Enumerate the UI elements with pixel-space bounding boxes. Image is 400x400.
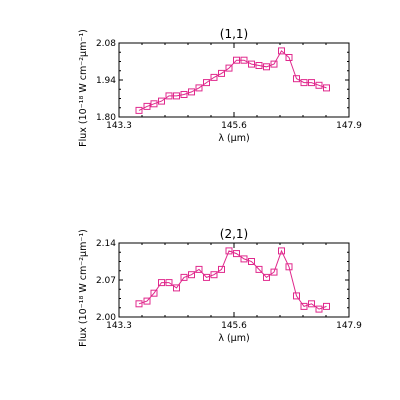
- panel-1-data-point-0: [135, 106, 143, 114]
- panel-1-data-point-16: [255, 62, 263, 69]
- panel-2-data-point-7: [188, 271, 195, 279]
- panel-2-data-point-4: [165, 279, 173, 287]
- panel-1-x-tick-label-0: 143.3: [106, 121, 132, 131]
- panel-1-data-point-25: [323, 84, 330, 92]
- panel-1-data-point-17: [263, 63, 270, 71]
- panel-1-data-point-20: [285, 54, 293, 61]
- panel-1-data-point-2: [150, 100, 158, 108]
- panel-2-x-tick-label-2: 147.9: [336, 321, 362, 331]
- panel-1-data-point-14: [240, 56, 248, 64]
- panel-1-data-point-22: [300, 79, 308, 87]
- panel-1-data-point-13: [233, 56, 240, 64]
- panel-2-title: (2,1): [220, 227, 248, 241]
- panel-2-data-point-0: [135, 300, 143, 308]
- panel-2-data-point-18: [270, 268, 278, 276]
- panel-2-data-point-15: [248, 258, 255, 265]
- panel-2-y-tick-label-2: 2.14: [96, 239, 116, 249]
- panel-2-data-point-10: [210, 271, 218, 279]
- panel-2-data-point-17: [263, 273, 270, 281]
- panel-2-data-point-12: [225, 247, 233, 255]
- panel-2-data-point-23: [308, 300, 315, 308]
- panel-1-title: (1,1): [220, 27, 248, 41]
- panel-2-data-point-1: [143, 297, 151, 305]
- panel-2-data-point-24: [315, 305, 323, 313]
- panel-2-data-point-16: [255, 265, 263, 273]
- panel-2-y-tick-label-0: 2.00: [96, 313, 116, 323]
- panel-1-data-point-1: [143, 102, 151, 110]
- panel-1-data-point-24: [315, 81, 323, 89]
- panel-1-y-tick-label-2: 2.08: [96, 39, 116, 49]
- panel-2-x-axis-label: λ (μm): [218, 333, 249, 344]
- panel-1-data-point-21: [293, 75, 300, 83]
- panel-2-data-point-21: [293, 292, 300, 300]
- panel-1-data-point-15: [248, 60, 255, 68]
- panel-1-data-point-10: [210, 73, 218, 81]
- panel-2-data-point-11: [218, 265, 225, 273]
- panel-2-data-point-5: [173, 284, 180, 292]
- panel-2-data-point-6: [180, 273, 188, 281]
- panel-2-data-point-14: [240, 255, 248, 263]
- panel-1-data-point-9: [203, 79, 210, 87]
- panel-2-data-point-9: [203, 273, 210, 281]
- panel-1-data-point-5: [173, 92, 180, 100]
- panel-2-series-0-line: [138, 249, 327, 310]
- panel-2-data-point-13: [233, 250, 240, 258]
- panel-1-data-point-8: [195, 84, 203, 92]
- panel-1-data-point-12: [225, 64, 233, 72]
- panel-1-data-point-4: [165, 92, 173, 100]
- panel-1-y-tick-label-1: 1.94: [96, 76, 116, 86]
- panel-2-x-tick-label-1: 145.6: [221, 321, 247, 331]
- panel-2-data-point-19: [278, 247, 285, 255]
- panel-1-data-point-23: [308, 79, 315, 87]
- panel-2-data-point-2: [150, 289, 158, 297]
- panel-2-y-axis-label: Flux (10⁻¹⁸ W cm⁻²μm⁻¹): [78, 229, 89, 347]
- panel-1-y-tick-label-0: 1.80: [96, 113, 116, 123]
- panel-1-series-0-line: [138, 50, 327, 111]
- panel-1-data-point-11: [218, 69, 225, 77]
- panel-1-y-axis-label: Flux (10⁻¹⁸ W cm⁻²μm⁻¹): [78, 29, 89, 147]
- panel-2-data-point-22: [300, 302, 308, 310]
- panel-2-data-point-8: [195, 265, 203, 273]
- panel-1-data-point-6: [180, 91, 188, 98]
- panel-1-data-point-7: [188, 88, 195, 96]
- panel-1-x-tick-label-2: 147.9: [336, 121, 362, 131]
- panel-1-data-point-19: [278, 47, 285, 55]
- panel-1-data-point-18: [270, 60, 278, 68]
- panel-1-x-axis-label: λ (μm): [218, 133, 249, 144]
- panel-2-data-point-25: [323, 302, 330, 310]
- panel-2-data-point-20: [285, 263, 293, 271]
- panel-2-y-tick-label-1: 2.07: [96, 276, 116, 286]
- panel-1-x-tick-label-1: 145.6: [221, 121, 247, 131]
- panel-2-x-tick-label-0: 143.3: [106, 321, 132, 331]
- panel-2-data-point-3: [158, 279, 165, 287]
- panel-1-data-point-3: [158, 97, 165, 105]
